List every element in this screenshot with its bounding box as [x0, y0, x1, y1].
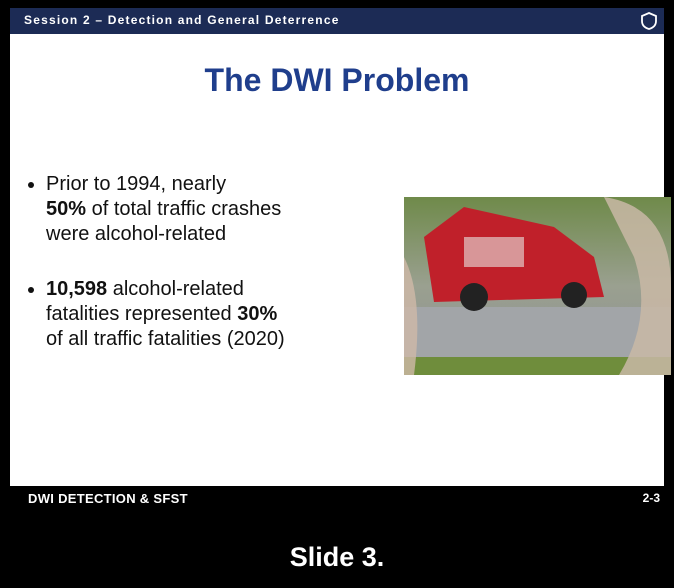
page: Session 2 – Detection and General Deterr… [0, 0, 674, 588]
caption: Slide 3. [0, 542, 674, 573]
text: fatalities represented [46, 303, 237, 325]
shield-icon [640, 11, 658, 31]
text: alcohol-related [107, 278, 244, 300]
emphasis: 30% [237, 303, 277, 325]
footer-left: DWI DETECTION & SFST [28, 491, 188, 506]
bullet-list: Prior to 1994, nearly 50% of total traff… [28, 172, 285, 382]
top-bar: Session 2 – Detection and General Deterr… [10, 8, 664, 34]
emphasis: 10,598 [46, 278, 107, 300]
text: Prior to 1994, nearly [46, 173, 226, 195]
slide-title: The DWI Problem [10, 62, 664, 99]
slide: The DWI Problem Prior to 1994, nearly 50… [10, 34, 664, 486]
emphasis: 50% [46, 198, 86, 220]
text: of total traffic crashes [86, 198, 281, 220]
footer: DWI DETECTION & SFST 2-3 Slide 3. [0, 486, 674, 588]
page-number: 2-3 [643, 491, 660, 505]
text: were alcohol-related [46, 223, 226, 245]
bullet: Prior to 1994, nearly 50% of total traff… [46, 172, 285, 247]
bullet: 10,598 alcohol-related fatalities repres… [46, 277, 285, 352]
session-label: Session 2 – Detection and General Deterr… [24, 13, 340, 27]
crash-photo [404, 197, 671, 375]
text: of all traffic fatalities (2020) [46, 328, 285, 350]
